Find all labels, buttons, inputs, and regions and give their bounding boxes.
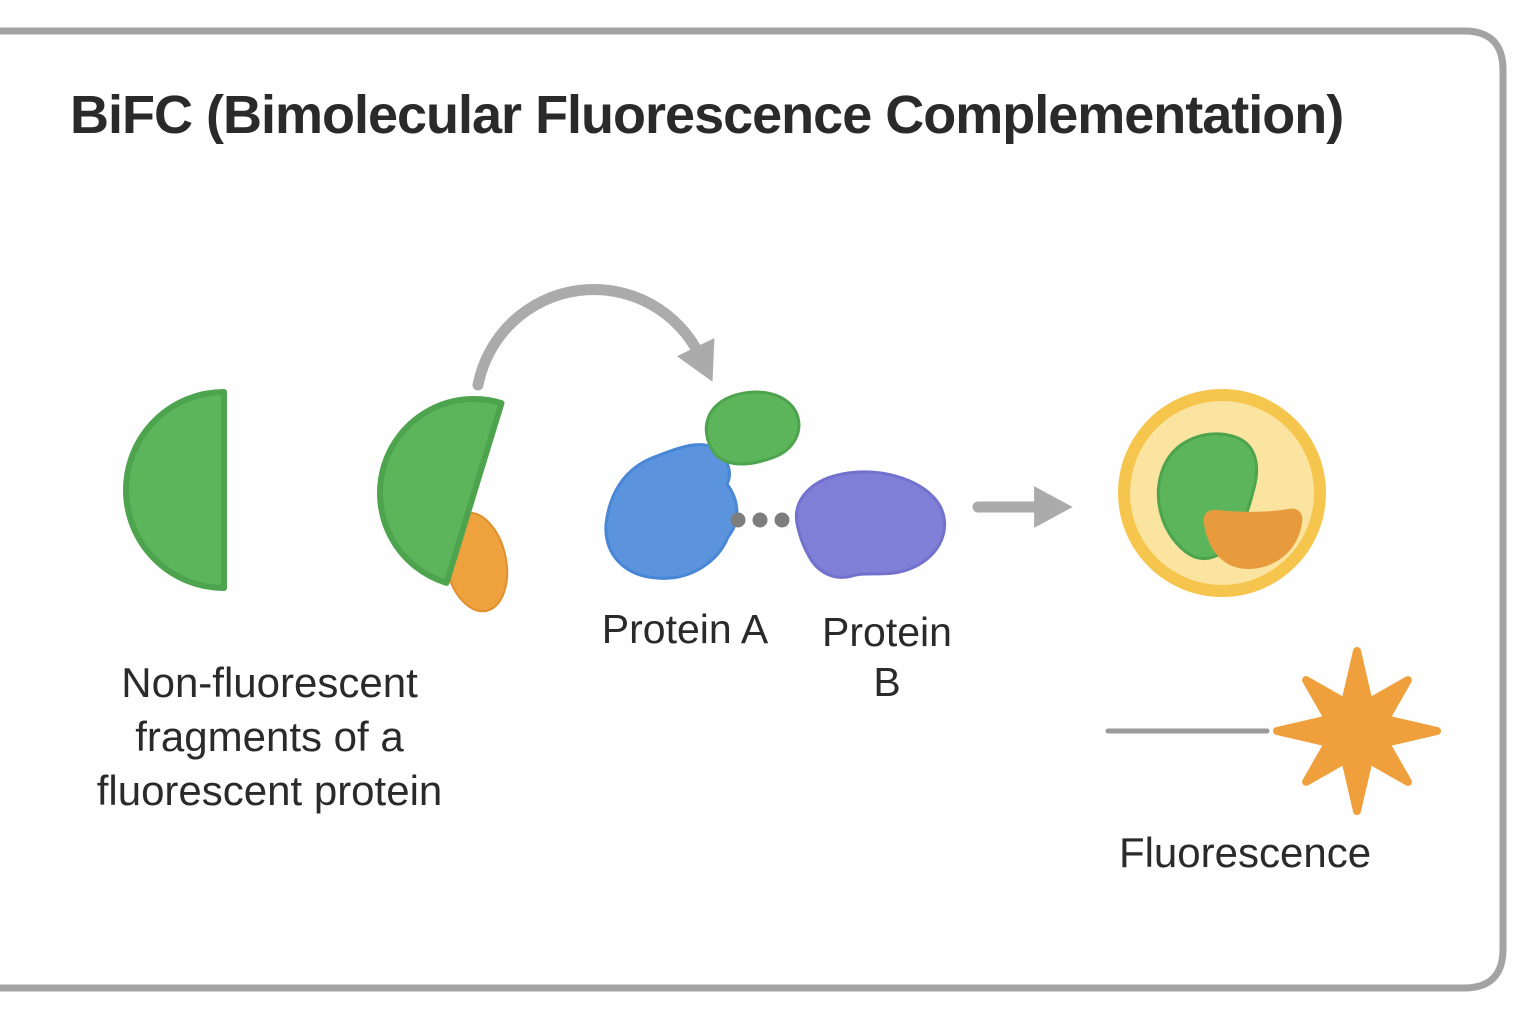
reconstituted-orange-fragment (1203, 508, 1303, 569)
protein-a-green-fragment (704, 390, 801, 466)
protein-a-label: Protein A (601, 606, 769, 652)
arc-arrow-icon (472, 284, 715, 391)
protein-b-blob (794, 470, 947, 579)
protein-b-label: Protein B (767, 607, 1007, 707)
fragments-caption: Non-fluorescent fragments of a fluoresce… (47, 656, 492, 818)
starburst-icon (1273, 647, 1441, 815)
fragments-caption-line3: fluorescent protein (96, 767, 443, 814)
diagram-title: BiFC (Bimolecular Fluorescence Complemen… (70, 85, 1344, 145)
fragment-tilted-green (377, 396, 505, 586)
protein-a-blob (604, 443, 739, 580)
interaction-dots-icon (730, 512, 790, 528)
fragments-caption-line1: Non-fluorescent (121, 659, 418, 706)
fragment-large-green (123, 389, 227, 591)
fluorescence-label: Fluorescence (1118, 829, 1372, 876)
protein-b-label-line2: B (873, 659, 901, 705)
frame-border (0, 27, 1507, 992)
fragments-caption-line2: fragments of a (135, 713, 404, 760)
protein-b-label-line1: Protein (822, 609, 952, 655)
